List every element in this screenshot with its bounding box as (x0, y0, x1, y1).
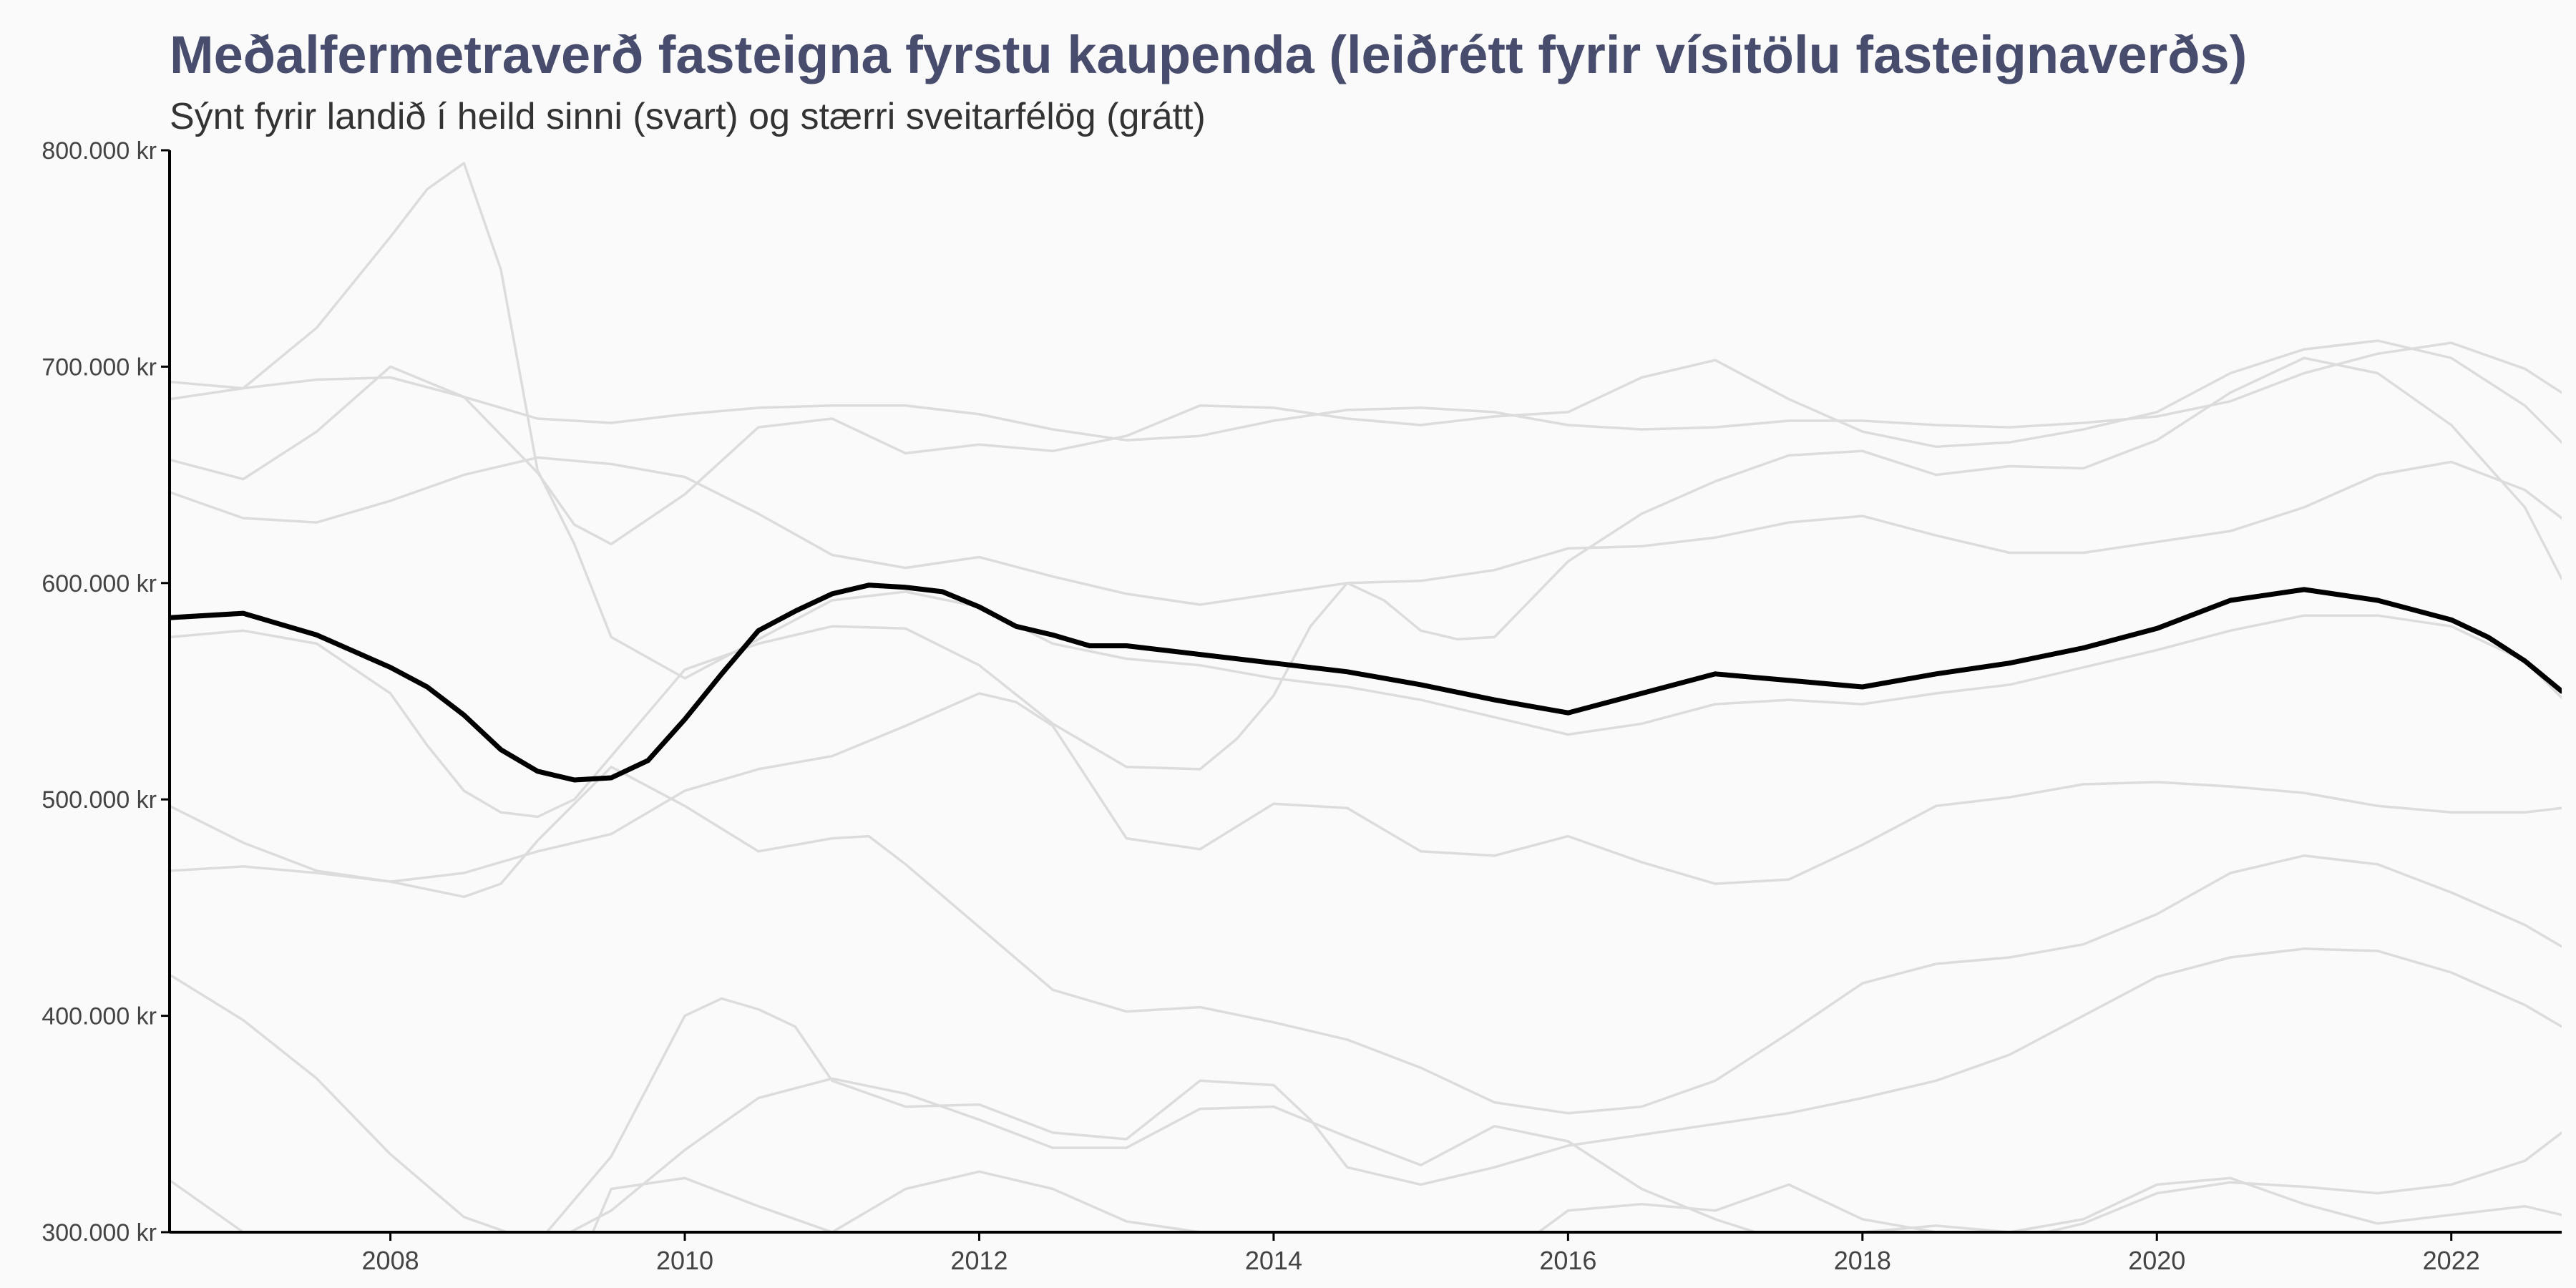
series-line-municipality-3 (170, 339, 2562, 546)
chart-subtitle: Sýnt fyrir landið í heild sinni (svart) … (170, 96, 1206, 137)
y-tick-label: 300.000 kr (42, 1219, 157, 1246)
y-tick-label: 700.000 kr (42, 353, 157, 381)
x-tick-label: 2010 (656, 1246, 713, 1275)
y-tick-label: 400.000 kr (42, 1003, 157, 1030)
axes-layer: 300.000 kr 400.000 kr 500.000 kr 600.000 kr… (42, 137, 2562, 1275)
x-tick-label: 2012 (950, 1246, 1008, 1275)
series-line-municipality-10 (567, 1077, 2562, 1232)
x-tick-label: 2020 (2128, 1246, 2185, 1275)
y-tick-label: 600.000 kr (42, 570, 157, 597)
chart-title: Meðalfermetraverð fasteigna fyrstu kaupe… (170, 25, 2247, 84)
series-line-municipality-6 (170, 766, 2562, 1115)
series-line-municipality-7 (170, 692, 2562, 885)
x-tick-label: 2008 (362, 1246, 419, 1275)
plot-area (170, 162, 2562, 1232)
series-line-municipality-1 (170, 162, 2562, 736)
y-tick-label: 500.000 kr (42, 786, 157, 814)
series-layer (170, 162, 2562, 1232)
series-line-municipality-2 (170, 341, 2562, 441)
x-tick-label: 2018 (1834, 1246, 1891, 1275)
x-tick-label: 2016 (1539, 1246, 1596, 1275)
series-line-municipality-5 (170, 356, 2562, 819)
x-tick-label: 2014 (1245, 1246, 1302, 1275)
series-line-municipality-4 (170, 456, 2562, 606)
series-line-municipality-8 (170, 947, 2562, 1232)
series-line-municipality-9 (170, 1131, 2562, 1232)
y-tick-label: 800.000 kr (42, 137, 157, 165)
x-tick-label: 2022 (2423, 1246, 2480, 1275)
series-line-national (170, 582, 2562, 783)
